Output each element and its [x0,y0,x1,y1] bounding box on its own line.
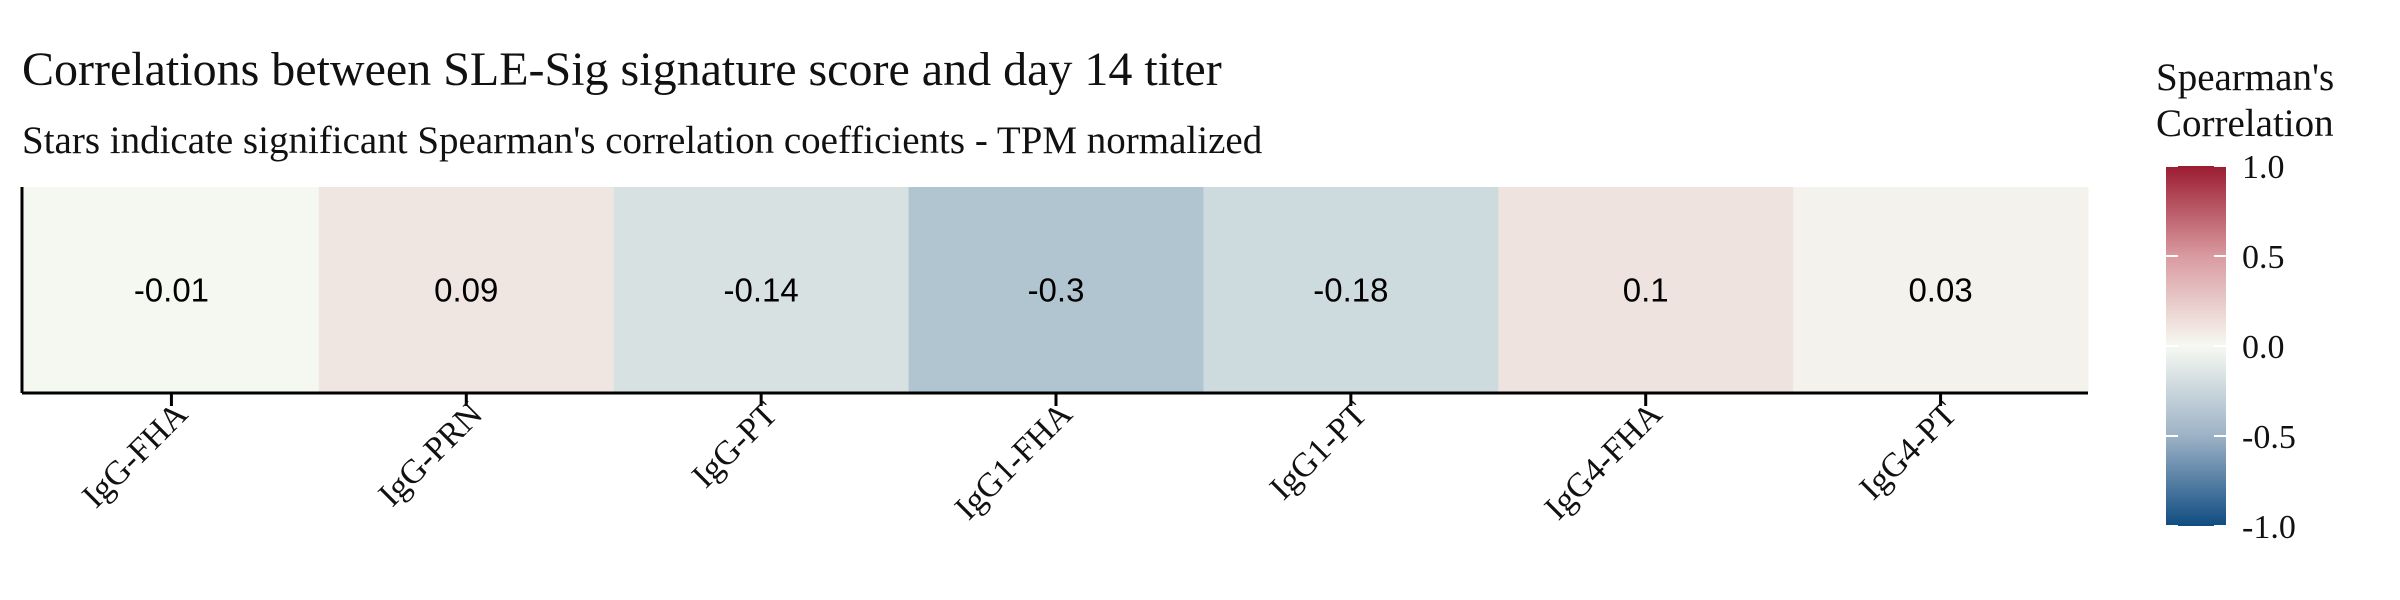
x-tick-label: IgG-PT [685,395,785,495]
legend-title-line2: Correlation [2156,102,2334,145]
heatmap-cell [908,187,1204,392]
heatmap-cell [1793,187,2089,392]
x-tick-label: IgG1-FHA [948,395,1080,527]
cell-value-label: -0.14 [724,272,799,309]
legend-tick-label: 0.0 [2242,329,2285,366]
chart-title: Correlations between SLE-Sig signature s… [22,43,1222,96]
cell-value-label: 0.1 [1623,272,1669,309]
heatmap-cell [318,187,615,392]
legend-title-line1: Spearman's [2156,56,2334,99]
legend-ticks: 1.0 0.5 0.0 -0.5 -1.0 [2166,149,2296,546]
x-tick-label: IgG-FHA [75,395,195,515]
cell-value-label: 0.09 [434,272,498,309]
x-tick-label: IgG4-PT [1853,395,1965,507]
x-axis-ticks: IgG-FHA IgG-PRN IgG-PT IgG1-FHA IgG1-PT IgG4-… [75,393,1964,527]
cell-value-label: -0.01 [134,272,209,309]
color-legend: Spearman's Correlation 1.0 0.5 0.0 -0.5 -1.0 [2156,56,2334,546]
legend-tick-label: -0.5 [2242,419,2296,456]
chart-subtitle: Stars indicate significant Spearman's co… [22,119,1263,162]
heatmap-cells [24,187,2089,392]
heatmap-cell [613,187,910,392]
legend-tick-label: 0.5 [2242,239,2285,276]
heatmap-cell [24,187,320,392]
x-tick-label: IgG1-PT [1263,395,1375,507]
x-tick-label: IgG-PRN [372,395,490,513]
cell-value-label: -0.18 [1313,272,1388,309]
legend-tick-label: -1.0 [2242,509,2296,546]
cell-value-label: 0.03 [1908,272,1972,309]
heatmap-cell [1203,187,1499,392]
legend-tick-label: 1.0 [2242,149,2285,186]
x-tick-label: IgG4-FHA [1538,395,1670,527]
cell-value-label: -0.3 [1028,272,1085,309]
heatmap-cell [1498,187,1794,392]
cell-value-labels: -0.01 0.09 -0.14 -0.3 -0.18 0.1 0.03 [134,272,1973,309]
